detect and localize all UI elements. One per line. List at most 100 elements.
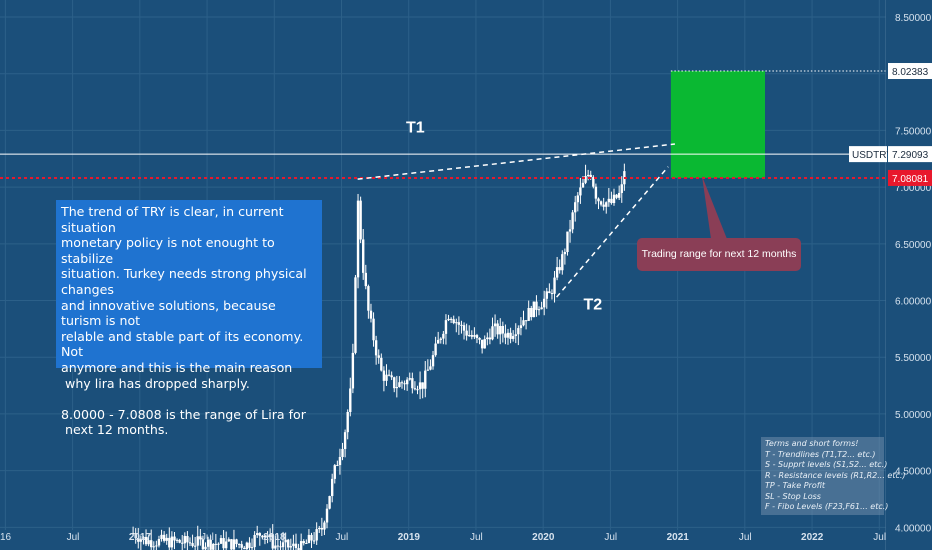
candle-body [605, 202, 608, 207]
candle-body [219, 538, 223, 544]
candle-body [398, 382, 401, 387]
candle-body [610, 198, 613, 204]
candle-body [297, 548, 300, 550]
candle-body [594, 186, 598, 199]
candle-body [444, 320, 448, 334]
legend-line: Terms and short forms! [765, 439, 859, 448]
candle-body [349, 388, 352, 412]
candle-body [558, 267, 561, 271]
candle-body [473, 335, 476, 337]
price-tag-support [888, 169, 932, 186]
candle-body [274, 545, 277, 549]
candle-body [468, 335, 471, 337]
candle-body [235, 539, 238, 545]
candle-body [333, 465, 336, 479]
candle-body [354, 277, 357, 353]
candle-body [452, 319, 455, 324]
time-tick-label: Jul [739, 532, 752, 543]
candle-body [263, 535, 267, 538]
candle-body [540, 307, 543, 310]
candle-body [411, 378, 414, 389]
trendlines: T1 T2 [357, 120, 676, 314]
time-tick-label: Jul [470, 532, 483, 543]
candle-body [439, 338, 442, 340]
callout-pointer [702, 176, 727, 239]
candle-body [581, 182, 585, 188]
time-tick-label: 2020 [532, 532, 555, 543]
candle-body [175, 539, 179, 541]
candle-body [449, 318, 453, 320]
candle-body [181, 542, 184, 544]
candle-body [615, 194, 618, 198]
price-tick-label: 5.50000 [895, 353, 932, 364]
price-tick-label: 7.00000 [895, 183, 932, 194]
price-tag-target [888, 63, 932, 80]
candle-body [548, 291, 551, 294]
candle-body [431, 355, 435, 367]
candle-body [514, 334, 517, 337]
time-tick-label: Jul [873, 532, 886, 543]
candle-body [188, 542, 192, 544]
candle-body [364, 272, 367, 287]
time-tick-label: 16 [0, 532, 12, 543]
price-axis[interactable]: 4.00000 4.50000 5.00000 5.50000 6.00000 6.500… [886, 0, 932, 550]
candle-body [480, 339, 484, 349]
candle-body [170, 536, 174, 548]
candle-body [367, 286, 370, 311]
time-axis[interactable]: 16 Jul 2017 Jul 2018 Jul 2019 Jul 2020 Jul 2021 Jul… [0, 532, 886, 543]
candle-body [250, 547, 254, 549]
candle-body [256, 533, 259, 535]
candle-body [310, 534, 313, 541]
candle-body [266, 535, 269, 538]
candle-body [447, 318, 450, 321]
candle-body [137, 538, 140, 542]
candle-body [493, 323, 497, 327]
candle-body [258, 533, 261, 536]
candle-body [307, 534, 311, 543]
candle-body [426, 369, 430, 371]
price-tick-label: 8.50000 [895, 13, 932, 24]
candle-body [320, 527, 324, 530]
candle-body [522, 320, 525, 326]
candle-body [279, 546, 282, 548]
candle-body [568, 229, 572, 232]
candle-body [204, 546, 207, 550]
candle-body [237, 544, 241, 546]
candle-body [178, 539, 181, 543]
candle-body [416, 389, 419, 391]
candle-body [227, 539, 230, 542]
candle-body [408, 378, 411, 380]
candle-body [486, 337, 489, 340]
price-tick-label: 4.00000 [895, 523, 932, 534]
candle-body [243, 547, 246, 550]
candle-body [530, 308, 533, 318]
time-tick-label: 2021 [667, 532, 690, 543]
time-tick-label: 2017 [129, 532, 152, 543]
time-tick-label: Jul [335, 532, 348, 543]
candle-body [524, 320, 528, 322]
candle-body [346, 411, 349, 433]
candle-body [351, 352, 355, 389]
candle-body [395, 386, 399, 389]
candle-body [261, 535, 264, 538]
candle-body [496, 323, 499, 335]
candle-body [325, 508, 329, 523]
legend-line: F - Fibo Levels (F23,F61... etc.) [765, 502, 889, 511]
candle-body [142, 536, 145, 539]
candle-body [491, 326, 494, 340]
candle-body [186, 536, 189, 543]
candle-body [586, 174, 590, 177]
candle-body [499, 325, 502, 335]
time-tick-label: 2019 [398, 532, 421, 543]
price-axis-background [886, 0, 932, 550]
candle-body [305, 542, 308, 544]
candle-body [506, 332, 510, 338]
candle-body [362, 239, 365, 273]
candle-body [555, 267, 559, 278]
candle-body [545, 291, 548, 299]
candle-body [183, 536, 187, 544]
candle-body [382, 370, 386, 381]
candle-body [519, 325, 523, 329]
candle-body [369, 310, 373, 319]
candle-body [576, 195, 580, 203]
